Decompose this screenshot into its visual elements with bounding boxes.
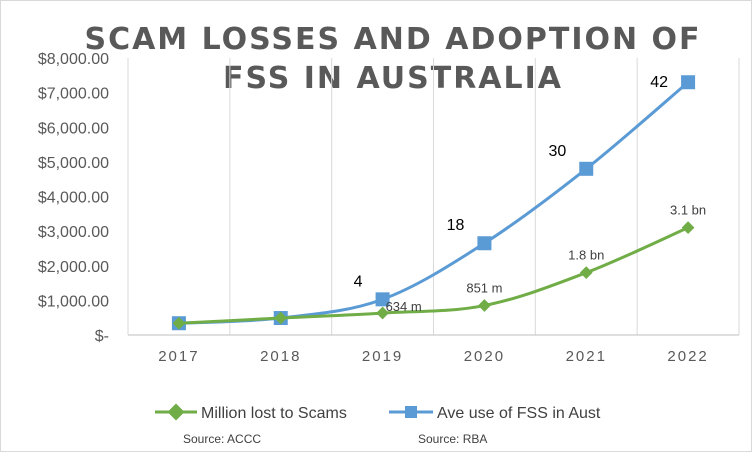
data-label-fss: 42: [650, 74, 668, 91]
data-point-fss: [579, 161, 594, 176]
data-point-scams: [376, 306, 389, 320]
legend-item-scams: Million lost to Scams: [155, 403, 347, 422]
data-point-fss: [375, 292, 390, 307]
data-point-scams: [172, 316, 186, 330]
data-label-scams: 3.1 bn: [670, 203, 706, 218]
gridlines: [127, 58, 740, 335]
data-label-fss: 4: [354, 273, 363, 290]
legend-marker-scams: [167, 403, 185, 421]
data-label-scams: 851 m: [466, 281, 502, 296]
data-labels: 634 m 851 m 1.8 bn 3.1 bn 4 18 30 42: [354, 74, 706, 314]
y-tick-label: $8,000.00: [38, 51, 109, 68]
data-label-fss: 18: [447, 217, 465, 234]
y-tick-label: $6,000.00: [38, 120, 109, 137]
data-label-scams: 634 m: [386, 299, 422, 314]
chart-title: SCAM LOSSES AND ADOPTION OF FSS IN AUSTR…: [84, 22, 701, 96]
data-label-scams: 1.8 bn: [568, 248, 604, 263]
chart-title-line-1: SCAM LOSSES AND ADOPTION OF: [84, 22, 701, 57]
legend-label-scams: Million lost to Scams: [201, 405, 347, 422]
data-label-fss: 30: [548, 143, 566, 160]
x-tick-label: 2020: [464, 348, 505, 365]
series-layer: [171, 75, 696, 331]
data-point-fss: [477, 236, 492, 251]
y-tick-label: $7,000.00: [38, 86, 109, 103]
data-point-fss: [681, 75, 696, 90]
data-point-scams: [681, 221, 695, 235]
y-tick-label: $2,000.00: [38, 259, 109, 276]
x-tick-label: 2018: [260, 348, 301, 365]
y-tick-label: $3,000.00: [38, 224, 109, 241]
legend-label-fss: Ave use of FSS in Aust: [437, 405, 601, 422]
x-tick-label: 2017: [158, 348, 199, 365]
legend-marker-fss: [405, 406, 417, 418]
y-axis-ticks: $- $1,000.00 $2,000.00 $3,000.00 $4,000.00 $5…: [38, 51, 109, 345]
y-tick-label: $-: [95, 328, 109, 345]
series-line-scams: [178, 226, 689, 325]
data-point-scams: [478, 299, 491, 312]
y-tick-label: $1,000.00: [38, 293, 109, 310]
legend: Million lost to Scams Source: ACCC Ave u…: [155, 403, 601, 446]
y-tick-label: $4,000.00: [38, 190, 109, 207]
x-tick-label: 2021: [566, 348, 607, 365]
chart-title-line-2: FSS IN AUSTRALIA: [223, 61, 563, 96]
data-point-scams: [274, 311, 288, 325]
source-rba: Source: RBA: [418, 432, 487, 446]
x-tick-label: 2022: [667, 348, 708, 365]
x-tick-label: 2019: [362, 348, 403, 365]
legend-item-fss: Ave use of FSS in Aust: [389, 405, 601, 422]
data-point-scams: [579, 266, 593, 280]
x-axis-ticks: 2017 2018 2019 2020 2021 2022: [158, 348, 708, 365]
source-accc: Source: ACCC: [183, 432, 261, 446]
y-tick-label: $5,000.00: [38, 155, 109, 172]
